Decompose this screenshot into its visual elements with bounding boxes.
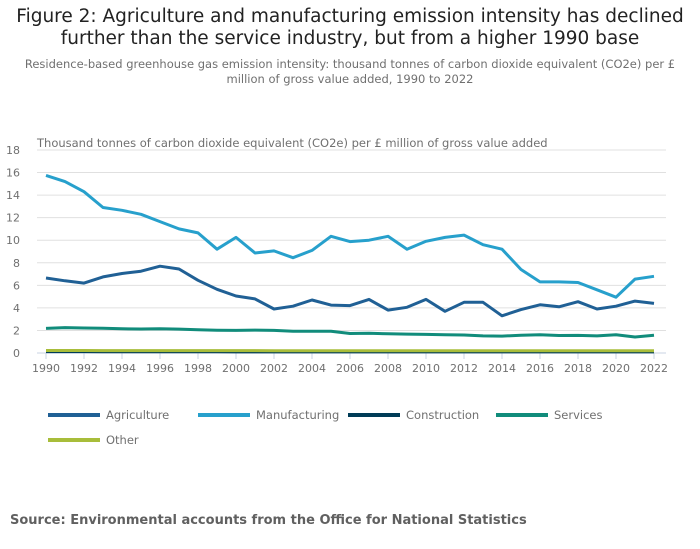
- legend-item-agriculture[interactable]: Agriculture: [48, 408, 169, 422]
- legend-item-manufacturing[interactable]: Manufacturing: [198, 408, 339, 422]
- y-tick-label: 10: [6, 234, 20, 247]
- y-tick-label: 8: [13, 257, 20, 270]
- y-tick-label: 12: [6, 212, 20, 225]
- y-tick-label: 14: [6, 189, 20, 202]
- x-tick-label: 1996: [146, 362, 174, 375]
- x-tick-label: 2014: [488, 362, 516, 375]
- series-line-services: [45, 326, 655, 339]
- y-tick-label: 4: [13, 302, 20, 315]
- y-tick-label: 16: [6, 167, 20, 180]
- x-tick-label: 2002: [260, 362, 288, 375]
- legend-swatch: [48, 413, 100, 417]
- line-chart: 0 2 4 6 8 10 12 14 16 18 1990 1992 1994 1996 1998 2000…: [6, 144, 668, 375]
- x-tick-label: 2000: [222, 362, 250, 375]
- legend-swatch: [48, 438, 100, 442]
- x-tick-label: 1994: [108, 362, 136, 375]
- y-tick-label: 0: [13, 347, 20, 360]
- series-line-agriculture: [45, 264, 655, 318]
- chart-title: Figure 2: Agriculture and manufacturing …: [16, 6, 684, 49]
- legend-label: Services: [554, 408, 603, 422]
- x-tick-label: 2004: [298, 362, 326, 375]
- legend-item-construction[interactable]: Construction: [348, 408, 479, 422]
- x-tick-label: 1998: [184, 362, 212, 375]
- legend-swatch: [348, 413, 400, 417]
- x-tick-label: 2020: [602, 362, 630, 375]
- series-line-manufacturing: [45, 173, 655, 299]
- legend-label: Manufacturing: [256, 408, 340, 422]
- x-tick-label: 2016: [526, 362, 554, 375]
- x-tick-label: 2018: [564, 362, 592, 375]
- y-tick-label: 18: [6, 144, 20, 157]
- x-tick-label: 2022: [640, 362, 668, 375]
- legend-swatch: [198, 413, 250, 417]
- legend-label: Other: [106, 433, 139, 447]
- x-tick-label: 2006: [336, 362, 364, 375]
- y-axis-label: Thousand tonnes of carbon dioxide equiva…: [37, 136, 548, 150]
- series-lines: [45, 173, 655, 354]
- chart-subtitle: Residence-based greenhouse gas emission …: [24, 57, 676, 86]
- x-axis: 1990 1992 1994 1996 1998 2000 2002 2004 2006 2008…: [32, 352, 668, 375]
- legend-label: Construction: [406, 408, 480, 422]
- legend-label: Agriculture: [106, 408, 170, 422]
- x-tick-label: 1992: [70, 362, 98, 375]
- x-tick-label: 2010: [412, 362, 440, 375]
- y-tick-label: 2: [13, 324, 20, 337]
- legend-item-services[interactable]: Services: [496, 408, 603, 422]
- y-axis-ticks: 0 2 4 6 8 10 12 14 16 18: [6, 144, 20, 360]
- x-tick-label: 1990: [32, 362, 60, 375]
- legend-swatch: [496, 413, 548, 417]
- y-tick-label: 6: [13, 279, 20, 292]
- x-tick-label: 2008: [374, 362, 402, 375]
- source-note: Source: Environmental accounts from the …: [10, 513, 527, 528]
- x-tick-label: 2012: [450, 362, 478, 375]
- legend-item-other[interactable]: Other: [48, 433, 139, 447]
